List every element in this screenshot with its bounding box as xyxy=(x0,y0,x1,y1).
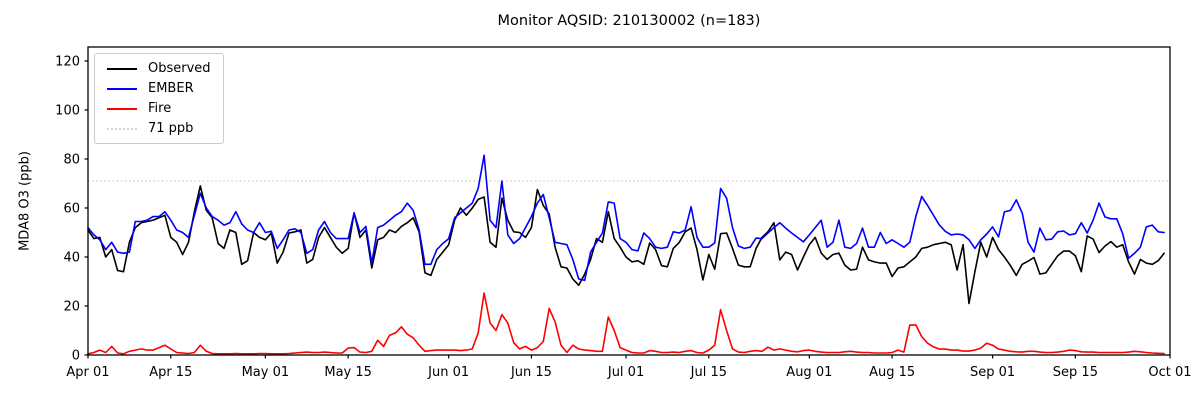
x-tick-label: Apr 01 xyxy=(66,365,109,380)
x-tick-label: Aug 15 xyxy=(869,365,915,380)
legend-item: Observed xyxy=(107,62,211,75)
legend-item: 71 ppb xyxy=(107,122,211,135)
legend-sample-71-ppb xyxy=(107,127,137,130)
y-tick-label: 60 xyxy=(63,201,80,216)
legend-item: Fire xyxy=(107,102,211,115)
legend-label: EMBER xyxy=(148,81,194,96)
x-tick-label: Oct 01 xyxy=(1148,365,1191,380)
y-tick-label: 20 xyxy=(63,299,80,314)
legend-sample-observed xyxy=(107,67,137,70)
chart-title: Monitor AQSID: 210130002 (n=183) xyxy=(497,13,761,29)
x-tick-label: Sep 15 xyxy=(1053,365,1098,380)
legend: Observed EMBER Fire 71 ppb xyxy=(94,53,224,144)
legend-label: Fire xyxy=(148,101,172,116)
series-line-observed xyxy=(87,185,1165,305)
x-tick-label: Jul 15 xyxy=(690,365,727,380)
x-tick-label: Apr 15 xyxy=(149,365,192,380)
legend-sample-ember xyxy=(107,87,137,90)
plot-border xyxy=(87,46,1171,356)
series-line-ember xyxy=(87,154,1165,282)
legend-sample-fire xyxy=(107,107,137,110)
x-tick-label: Jun 01 xyxy=(427,365,469,380)
x-tick-label: Jul 01 xyxy=(607,365,644,380)
y-tick-label: 40 xyxy=(63,250,80,265)
y-tick-label: 100 xyxy=(55,103,80,118)
x-tick-label: Sep 01 xyxy=(970,365,1015,380)
legend-label: Observed xyxy=(148,61,211,76)
x-tick-label: Aug 01 xyxy=(786,365,832,380)
x-tick-label: Jun 15 xyxy=(510,365,552,380)
legend-item: EMBER xyxy=(107,82,211,95)
x-tick-label: May 15 xyxy=(324,365,372,380)
y-tick-label: 0 xyxy=(72,349,80,364)
y-tick-label: 80 xyxy=(63,152,80,167)
x-tick-label: May 01 xyxy=(242,365,290,380)
y-tick-label: 120 xyxy=(55,54,80,69)
legend-label: 71 ppb xyxy=(148,121,194,136)
series-line-fire xyxy=(87,292,1165,355)
